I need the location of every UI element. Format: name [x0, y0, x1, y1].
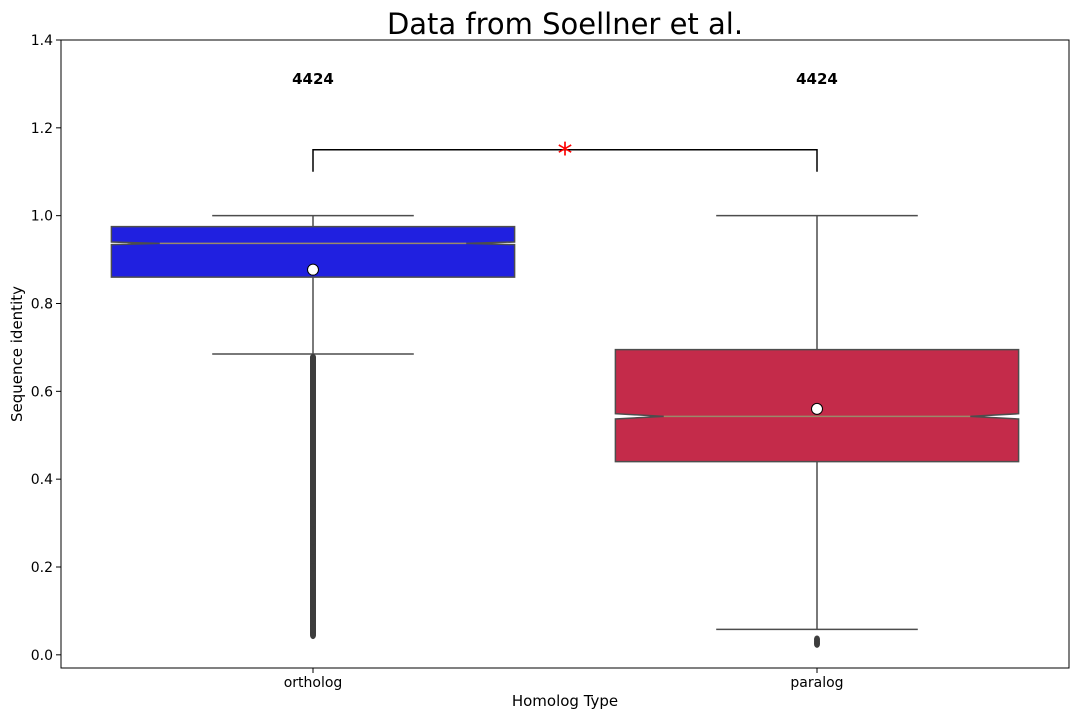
- outlier-point: [310, 505, 316, 514]
- x-axis-label: Homolog Type: [512, 692, 618, 710]
- y-tick-label: 0.8: [31, 296, 53, 312]
- outlier-point: [310, 545, 316, 554]
- y-axis-label: Sequence identity: [8, 286, 26, 422]
- x-tick-label: paralog: [790, 675, 843, 691]
- outlier-point: [310, 554, 316, 563]
- mean-marker: [307, 263, 319, 276]
- y-tick-label: 0.0: [31, 648, 53, 664]
- outlier-point: [814, 635, 820, 644]
- y-axis: 0.0 0.2 0.4 0.6 0.8 1.0 1.2 1.4: [31, 33, 61, 664]
- outlier-point: [310, 606, 316, 615]
- y-tick-label: 1.0: [31, 209, 53, 225]
- box-paralog: 4424: [614, 70, 1020, 648]
- outlier-point: [310, 598, 316, 607]
- y-tick-label: 0.2: [31, 560, 53, 576]
- box-ortholog: 4424: [110, 70, 516, 640]
- outlier-point: [310, 562, 316, 571]
- outlier-point: [310, 580, 316, 589]
- y-tick-label: 1.4: [31, 33, 53, 49]
- outlier-point: [310, 536, 316, 545]
- y-tick-label: 1.2: [31, 121, 53, 137]
- plot-area: 4424 4424 *: [60, 39, 1070, 669]
- outlier-point: [310, 519, 316, 528]
- outlier-point: [310, 497, 316, 506]
- outlier-point: [310, 527, 316, 536]
- y-tick-label: 0.6: [31, 384, 53, 400]
- outlier-point: [310, 589, 316, 598]
- outlier-point: [310, 624, 316, 633]
- significance-star: *: [558, 137, 573, 172]
- chart-title: Data from Soellner et al.: [387, 7, 743, 41]
- outlier-point: [310, 631, 316, 640]
- count-label: 4424: [292, 70, 334, 88]
- y-tick-label: 0.4: [31, 472, 53, 488]
- significance-bracket: *: [312, 137, 818, 172]
- box-body: [110, 225, 516, 278]
- count-label: 4424: [796, 70, 838, 88]
- mean-marker: [811, 402, 823, 415]
- bracket-line: [312, 149, 818, 172]
- plot-frame: [60, 39, 1070, 669]
- x-axis: ortholog paralog: [284, 668, 844, 691]
- x-tick-label: ortholog: [284, 675, 343, 691]
- outlier-point: [310, 571, 316, 580]
- outlier-point: [310, 613, 316, 622]
